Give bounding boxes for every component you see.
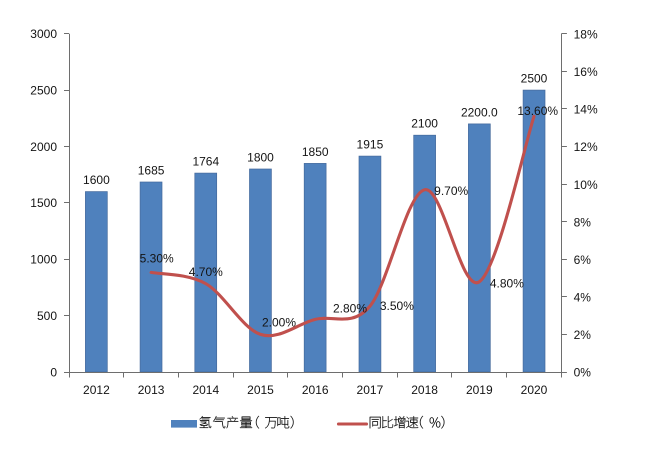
svg-text:3.50%: 3.50% <box>380 299 414 313</box>
svg-text:2013: 2013 <box>138 383 165 397</box>
svg-text:10%: 10% <box>574 178 598 192</box>
svg-text:12%: 12% <box>574 140 598 154</box>
svg-text:1685: 1685 <box>138 163 165 177</box>
svg-text:1915: 1915 <box>357 138 384 152</box>
svg-text:2019: 2019 <box>466 383 493 397</box>
svg-text:2.80%: 2.80% <box>333 301 367 315</box>
svg-text:2017: 2017 <box>357 383 384 397</box>
svg-text:2%: 2% <box>574 328 592 342</box>
svg-text:2.00%: 2.00% <box>262 316 296 330</box>
svg-text:0: 0 <box>50 365 57 379</box>
svg-text:2500: 2500 <box>521 72 548 86</box>
svg-text:4.80%: 4.80% <box>490 277 524 291</box>
svg-text:500: 500 <box>37 309 57 323</box>
svg-text:14%: 14% <box>574 103 598 117</box>
svg-text:1600: 1600 <box>83 173 110 187</box>
svg-text:8%: 8% <box>574 215 592 229</box>
svg-text:0%: 0% <box>574 366 592 380</box>
svg-text:1764: 1764 <box>192 155 219 169</box>
svg-text:9.70%: 9.70% <box>434 184 468 198</box>
svg-text:1000: 1000 <box>30 253 57 267</box>
svg-text:6%: 6% <box>574 253 592 267</box>
svg-text:2500: 2500 <box>30 83 57 97</box>
svg-text:3000: 3000 <box>30 27 57 41</box>
svg-text:2018: 2018 <box>411 383 438 397</box>
svg-text:2016: 2016 <box>302 383 329 397</box>
svg-text:13.60%: 13.60% <box>517 104 558 118</box>
svg-text:2014: 2014 <box>192 383 219 397</box>
svg-text:2000: 2000 <box>30 140 57 154</box>
svg-text:2200.0: 2200.0 <box>461 105 498 119</box>
svg-text:1500: 1500 <box>30 196 57 210</box>
svg-text:2020: 2020 <box>521 383 548 397</box>
svg-text:2012: 2012 <box>83 383 110 397</box>
svg-text:4.70%: 4.70% <box>189 265 223 279</box>
svg-text:18%: 18% <box>574 27 598 41</box>
svg-text:16%: 16% <box>574 65 598 79</box>
svg-text:2100: 2100 <box>411 117 438 131</box>
svg-text:1800: 1800 <box>247 150 274 164</box>
svg-text:5.30%: 5.30% <box>140 252 174 266</box>
svg-text:2015: 2015 <box>247 383 274 397</box>
svg-text:1850: 1850 <box>302 145 329 159</box>
svg-text:4%: 4% <box>574 291 592 305</box>
